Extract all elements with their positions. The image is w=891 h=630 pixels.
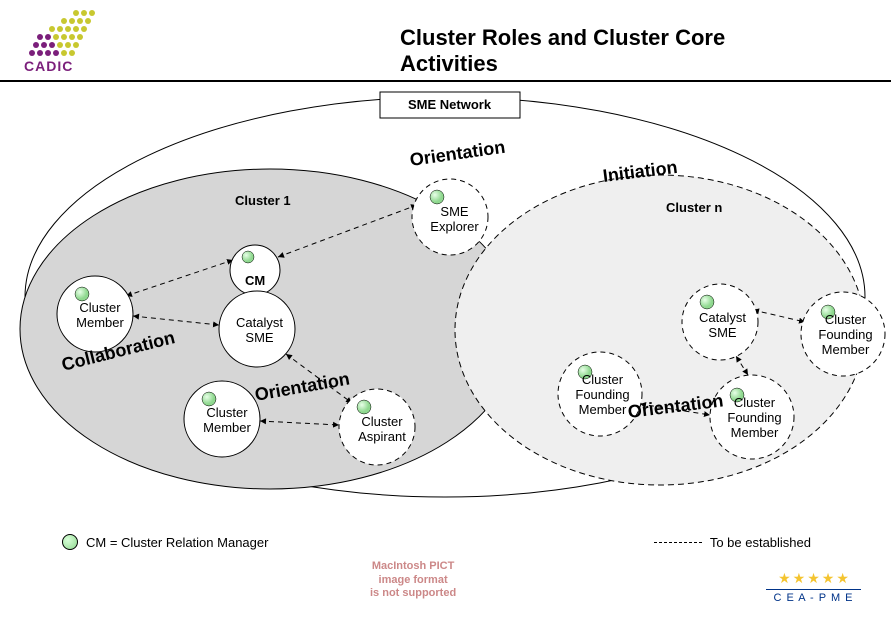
legend-green-circle-icon [62, 534, 78, 550]
node-label-catalyst-sme-l: CatalystSME [232, 315, 287, 345]
legend-tbe: To be established [654, 535, 811, 550]
node-label-founding-far: ClusterFoundingMember [813, 312, 878, 357]
cea-stars-icon: ★★★★★ [766, 570, 861, 587]
mac-pict-placeholder: MacIntosh PICTimage formatis not support… [370, 560, 456, 600]
node-label-cluster-member-b: ClusterMember [197, 405, 257, 435]
legend-cm-text: CM = Cluster Relation Manager [86, 535, 268, 550]
legend-tbe-text: To be established [710, 535, 811, 550]
title-line2: Activities [400, 51, 498, 76]
title-line1: Cluster Roles and Cluster Core [400, 25, 725, 50]
cea-pme-logo: ★★★★★ C E A - P M E [766, 570, 861, 608]
node-label-sme-explorer: SMEExplorer [427, 204, 482, 234]
cadic-logo-text: CADIC [24, 58, 73, 74]
header: CADIC Cluster Roles and Cluster Core Act… [0, 0, 891, 82]
node-label-cm: CM [245, 273, 265, 288]
node-label-founding-l: ClusterFoundingMember [570, 372, 635, 417]
node-label-cluster-aspirant: ClusterAspirant [352, 414, 412, 444]
node-label-founding-r: ClusterFoundingMember [722, 395, 787, 440]
node-label-cluster-member-left: ClusterMember [70, 300, 130, 330]
legend-cm: CM = Cluster Relation Manager [62, 534, 268, 550]
cadic-logo-dots [24, 8, 114, 63]
sme-network-title: SME Network [408, 97, 491, 112]
node-label-catalyst-sme-r: CatalystSME [695, 310, 750, 340]
clustern-title: Cluster n [666, 200, 722, 215]
cea-pme-text: C E A - P M E [766, 589, 861, 604]
legend-dashed-line-icon [654, 542, 702, 543]
page-title: Cluster Roles and Cluster Core Activitie… [400, 25, 725, 78]
cluster1-title: Cluster 1 [235, 193, 291, 208]
